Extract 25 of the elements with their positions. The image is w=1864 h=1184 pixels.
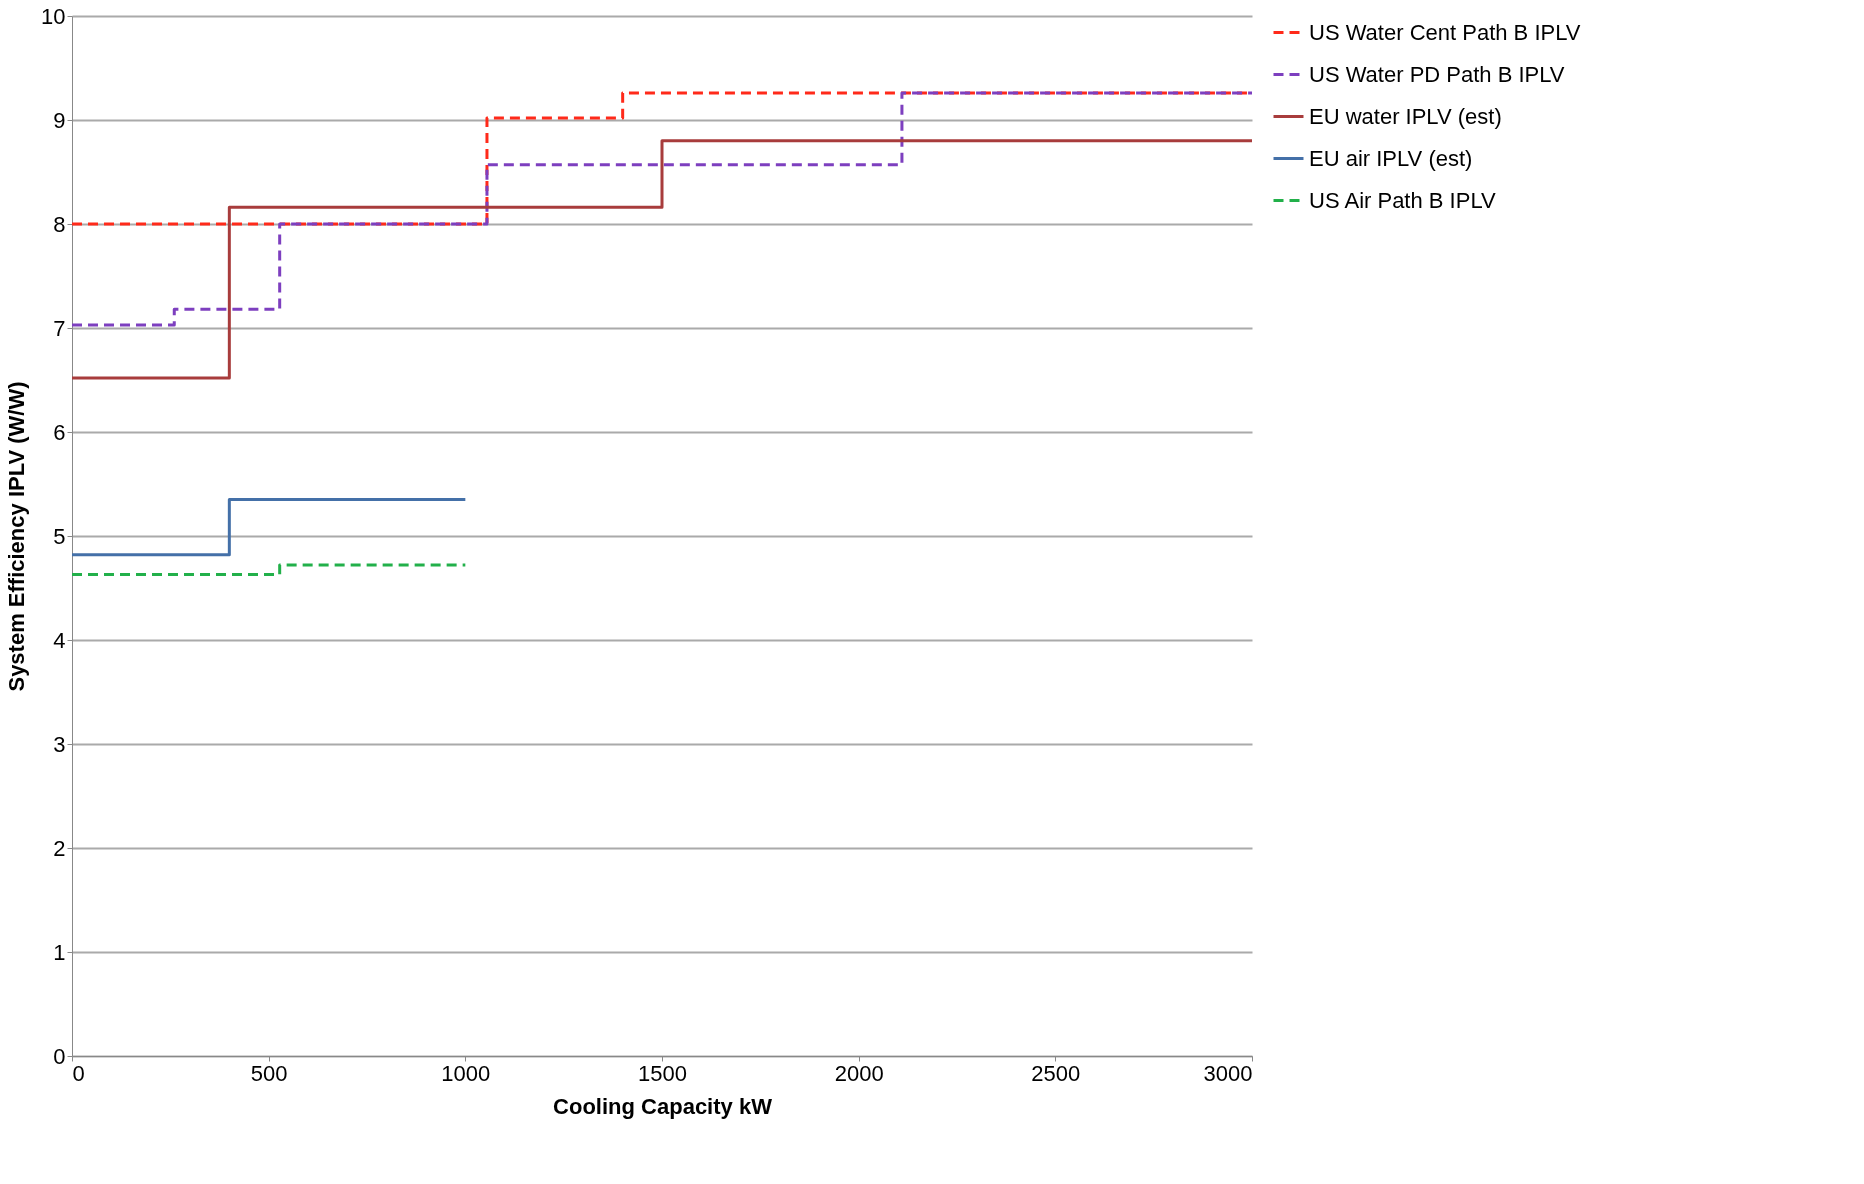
y-tick-label: 1 <box>53 939 66 965</box>
legend-label: US Water PD Path B IPLV <box>1309 61 1565 87</box>
y-tick-label: 10 <box>41 3 66 29</box>
x-tick-label: 500 <box>250 1060 288 1086</box>
legend-label: US Water Cent Path B IPLV <box>1309 19 1581 45</box>
legend-label: EU water IPLV (est) <box>1309 103 1502 129</box>
legend-label: EU air IPLV (est) <box>1309 145 1473 171</box>
y-tick-label: 5 <box>53 523 66 549</box>
x-tick-label: 1500 <box>638 1060 687 1086</box>
y-tick-label: 3 <box>53 731 66 757</box>
y-axis-title: System Efficiency IPLV (W/W) <box>4 381 30 692</box>
y-tick-label: 8 <box>53 211 66 237</box>
x-tick-label: 2000 <box>834 1060 884 1086</box>
x-axis-title: Cooling Capacity kW <box>553 1093 773 1119</box>
y-tick-label: 0 <box>53 1043 66 1069</box>
y-tick-label: 4 <box>53 627 66 653</box>
x-tick-label: 2500 <box>1031 1060 1081 1086</box>
legend-label: US Air Path B IPLV <box>1309 187 1496 213</box>
y-tick-label: 2 <box>53 835 66 861</box>
y-tick-label: 6 <box>53 419 66 445</box>
x-tick-label: 0 <box>72 1060 85 1086</box>
y-tick-label: 7 <box>53 315 66 341</box>
x-tick-label: 1000 <box>441 1060 491 1086</box>
x-tick-label: 3000 <box>1203 1060 1253 1086</box>
y-tick-label: 9 <box>53 107 66 133</box>
